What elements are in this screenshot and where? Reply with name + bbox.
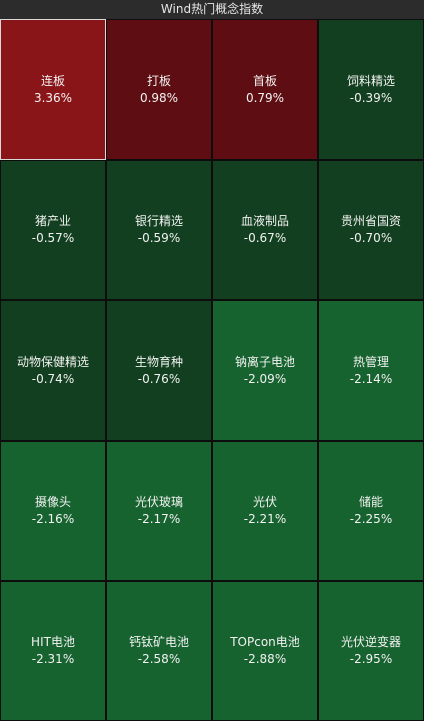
concept-change: -0.76% [137,371,181,386]
concept-tile-shouban[interactable]: 首板 0.79% [212,19,318,160]
concept-change: -2.88% [243,652,287,666]
concept-name: 钙钛矿电池 [128,635,189,649]
concept-change: -2.95% [349,652,393,666]
concept-change: -0.57% [31,231,75,245]
concept-name: TOPcon电池 [230,635,300,649]
concept-change: -0.70% [349,231,393,245]
concept-name: 光伏玻璃 [134,495,183,509]
concept-tile-lianban[interactable]: 连板 3.36% [0,19,106,160]
concept-change: -0.39% [349,90,393,105]
concept-change: -2.21% [243,512,287,526]
concept-name: 饲料精选 [346,73,395,88]
concept-tile-pv-inverter[interactable]: 光伏逆变器 -2.95% [318,581,424,721]
concept-name: 猪产业 [34,214,71,228]
concept-name: 热管理 [352,354,389,369]
concept-tile-camera[interactable]: 摄像头 -2.16% [0,441,106,581]
concept-tile-bank[interactable]: 银行精选 -0.59% [106,160,212,300]
concept-name: 光伏逆变器 [340,635,401,649]
concept-tile-breeding[interactable]: 生物育种 -0.76% [106,300,212,441]
concept-change: -0.67% [243,231,287,245]
concept-tile-perovskite[interactable]: 钙钛矿电池 -2.58% [106,581,212,721]
concept-change: -2.09% [243,371,287,386]
concept-name: 贵州省国资 [340,214,401,228]
concept-change: -2.25% [349,512,393,526]
concept-name: 摄像头 [34,495,71,509]
concept-change: -2.14% [349,371,393,386]
concept-name: 生物育种 [134,354,183,369]
concept-tile-thermal[interactable]: 热管理 -2.14% [318,300,424,441]
concept-tile-pig[interactable]: 猪产业 -0.57% [0,160,106,300]
concept-tile-guizhou[interactable]: 贵州省国资 -0.70% [318,160,424,300]
concept-tile-pv-glass[interactable]: 光伏玻璃 -2.17% [106,441,212,581]
concept-name: 钠离子电池 [234,354,295,369]
concept-change: -0.59% [137,231,181,245]
concept-name: 首板 [252,73,277,88]
concept-name: 打板 [146,73,171,88]
concept-change: 0.79% [245,90,285,105]
concept-change: -2.31% [31,652,75,666]
concept-tile-hit-cell[interactable]: HIT电池 -2.31% [0,581,106,721]
concept-change: 0.98% [139,90,179,105]
heatmap-title: Wind热门概念指数 [0,0,424,20]
concept-change: -0.74% [31,371,75,386]
concept-change: -2.16% [31,512,75,526]
concept-tile-blood[interactable]: 血液制品 -0.67% [212,160,318,300]
concept-name: 血液制品 [240,214,289,228]
concept-tile-feed[interactable]: 饲料精选 -0.39% [318,19,424,160]
concept-name: HIT电池 [31,635,75,649]
concept-change: -2.17% [137,512,181,526]
concept-name: 动物保健精选 [16,354,89,369]
concept-tile-topcon[interactable]: TOPcon电池 -2.88% [212,581,318,721]
concept-tile-animal-health[interactable]: 动物保健精选 -0.74% [0,300,106,441]
concept-tile-energy-storage[interactable]: 储能 -2.25% [318,441,424,581]
concept-change: 3.36% [33,90,73,105]
concept-name: 连板 [40,73,65,88]
concept-change: -2.58% [137,652,181,666]
concept-tile-sodium-battery[interactable]: 钠离子电池 -2.09% [212,300,318,441]
concept-tile-pv[interactable]: 光伏 -2.21% [212,441,318,581]
concept-name: 银行精选 [134,214,183,228]
concept-name: 光伏 [252,495,277,509]
concept-index-heatmap: 连板 3.36% 打板 0.98% 首板 0.79% 饲料精选 -0.39% 猪… [0,19,424,721]
concept-name: 储能 [358,495,383,509]
concept-tile-daban[interactable]: 打板 0.98% [106,19,212,160]
